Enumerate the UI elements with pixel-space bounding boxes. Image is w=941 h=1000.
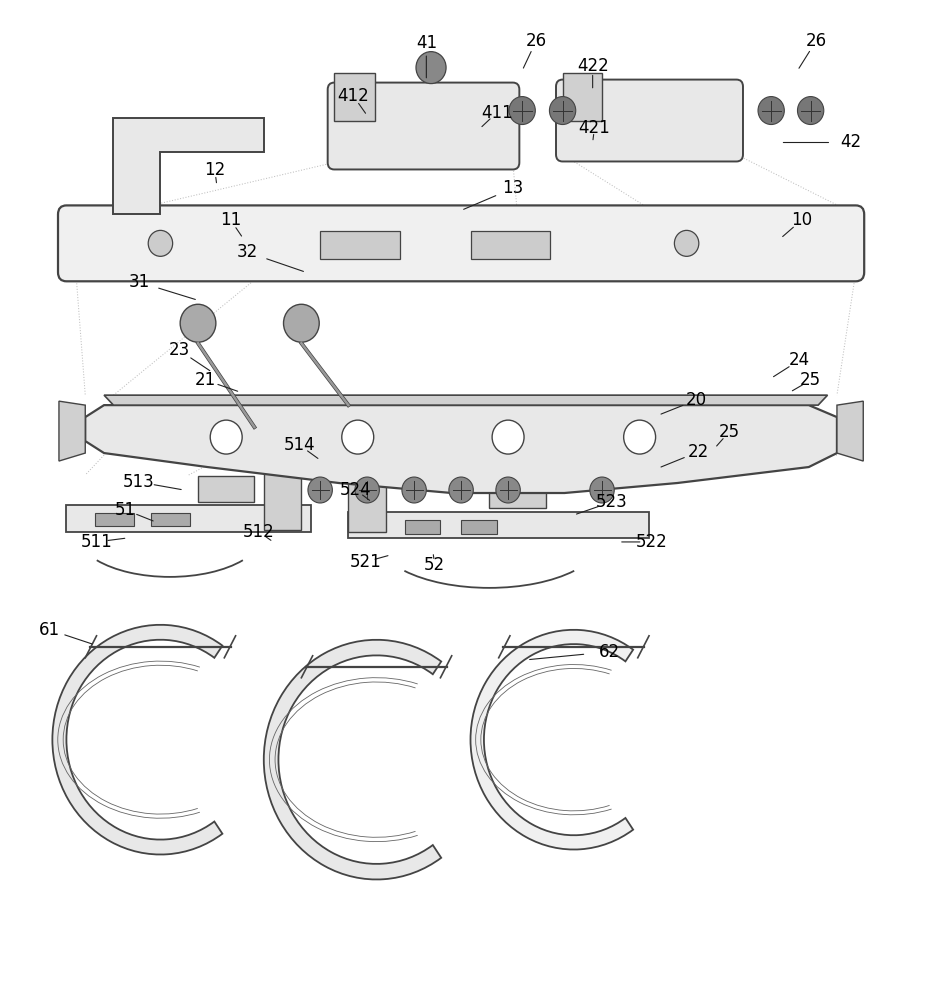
Text: 12: 12 — [204, 161, 226, 179]
Circle shape — [283, 304, 319, 342]
Polygon shape — [489, 482, 546, 508]
Text: 41: 41 — [416, 34, 437, 52]
Circle shape — [355, 477, 379, 503]
Text: 26: 26 — [526, 32, 547, 50]
Text: 25: 25 — [718, 423, 740, 441]
Circle shape — [550, 97, 576, 125]
Circle shape — [416, 52, 446, 84]
Text: 32: 32 — [237, 243, 259, 261]
Polygon shape — [67, 505, 311, 532]
Text: 412: 412 — [337, 87, 369, 105]
Polygon shape — [348, 512, 649, 538]
Text: 52: 52 — [424, 556, 445, 574]
Circle shape — [402, 477, 426, 503]
Wedge shape — [470, 630, 633, 850]
Bar — [123, 178, 150, 194]
Bar — [470, 231, 550, 259]
Text: 422: 422 — [577, 57, 609, 75]
Circle shape — [509, 97, 535, 125]
Polygon shape — [104, 395, 827, 405]
FancyBboxPatch shape — [58, 205, 864, 281]
Text: 20: 20 — [685, 391, 707, 409]
Text: 21: 21 — [195, 371, 216, 389]
Text: 25: 25 — [800, 371, 821, 389]
Circle shape — [624, 420, 656, 454]
Text: 13: 13 — [502, 179, 523, 197]
FancyBboxPatch shape — [556, 80, 743, 161]
Text: 421: 421 — [579, 119, 611, 137]
Polygon shape — [348, 472, 386, 532]
Bar — [152, 513, 190, 526]
Text: 31: 31 — [129, 273, 151, 291]
Circle shape — [492, 420, 524, 454]
Text: 524: 524 — [340, 481, 372, 499]
Text: 521: 521 — [349, 553, 381, 571]
Bar — [461, 520, 497, 534]
Text: 512: 512 — [243, 523, 275, 541]
Polygon shape — [59, 401, 86, 461]
Circle shape — [210, 420, 242, 454]
Circle shape — [342, 420, 374, 454]
Polygon shape — [86, 405, 837, 493]
Circle shape — [496, 477, 520, 503]
Bar — [123, 154, 150, 170]
Circle shape — [758, 97, 785, 125]
Text: 42: 42 — [840, 133, 862, 151]
Text: 513: 513 — [123, 473, 154, 491]
Text: 514: 514 — [283, 436, 315, 454]
Text: 522: 522 — [636, 533, 668, 551]
Bar — [405, 520, 440, 534]
Circle shape — [590, 477, 614, 503]
Text: 62: 62 — [599, 643, 620, 661]
Text: 51: 51 — [115, 501, 136, 519]
Text: 22: 22 — [687, 443, 709, 461]
Circle shape — [180, 304, 215, 342]
Text: 61: 61 — [39, 621, 60, 639]
Circle shape — [449, 477, 473, 503]
Text: 523: 523 — [596, 493, 628, 511]
Text: 511: 511 — [81, 533, 112, 551]
Text: 26: 26 — [805, 32, 827, 50]
Bar — [95, 513, 135, 526]
Bar — [320, 231, 400, 259]
Text: 10: 10 — [790, 211, 812, 229]
Polygon shape — [563, 73, 602, 121]
Text: 24: 24 — [789, 351, 810, 369]
Polygon shape — [263, 470, 301, 530]
Wedge shape — [53, 625, 222, 855]
Circle shape — [797, 97, 823, 125]
Circle shape — [675, 230, 699, 256]
Polygon shape — [334, 73, 375, 121]
FancyBboxPatch shape — [327, 83, 519, 169]
Circle shape — [149, 230, 172, 256]
Text: 11: 11 — [220, 211, 242, 229]
Text: 23: 23 — [168, 341, 190, 359]
Polygon shape — [837, 401, 863, 461]
Wedge shape — [263, 640, 441, 879]
Text: 411: 411 — [481, 104, 513, 122]
Polygon shape — [198, 476, 254, 502]
Polygon shape — [114, 118, 263, 214]
Circle shape — [308, 477, 332, 503]
